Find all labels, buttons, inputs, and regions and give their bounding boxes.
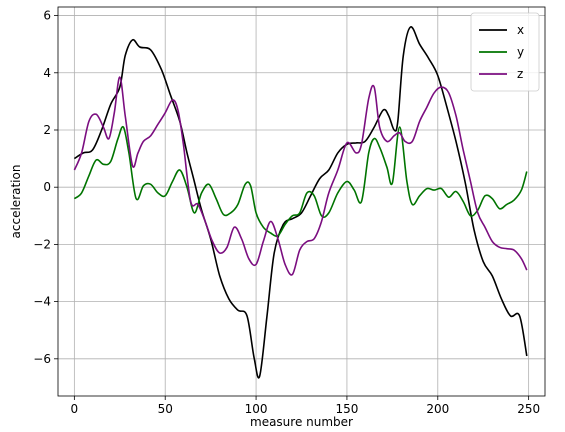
y-tick-label: 0 xyxy=(43,180,51,194)
x-tick-label: 250 xyxy=(517,402,540,416)
x-axis-ticks: 0 50 100 150 200 250 xyxy=(71,396,540,416)
y-axis-label: acceleration xyxy=(9,165,23,239)
x-tick-label: 150 xyxy=(335,402,358,416)
series-line-z xyxy=(73,76,528,276)
plot-frame xyxy=(57,6,546,397)
x-tick-label: 100 xyxy=(245,402,268,416)
y-tick-label: −6 xyxy=(33,352,51,366)
x-axis-label: measure number xyxy=(250,415,353,429)
y-tick-label: 4 xyxy=(43,66,51,80)
legend-label-z: z xyxy=(517,67,523,81)
series-line-x xyxy=(73,26,528,379)
legend-label-y: y xyxy=(517,45,524,59)
y-tick-label: 2 xyxy=(43,123,51,137)
y-tick-label: −2 xyxy=(33,237,51,251)
legend: xyz xyxy=(470,12,540,92)
y-tick-label: 6 xyxy=(43,9,51,23)
series-lines xyxy=(73,26,528,379)
x-tick-label: 200 xyxy=(426,402,449,416)
legend-label-x: x xyxy=(517,23,524,37)
series-line-y xyxy=(73,125,528,237)
x-tick-label: 50 xyxy=(158,402,173,416)
y-tick-label: −4 xyxy=(33,295,51,309)
x-tick-label: 0 xyxy=(71,402,79,416)
y-axis-ticks: −6 −4 −2 0 2 4 6 xyxy=(33,9,58,366)
